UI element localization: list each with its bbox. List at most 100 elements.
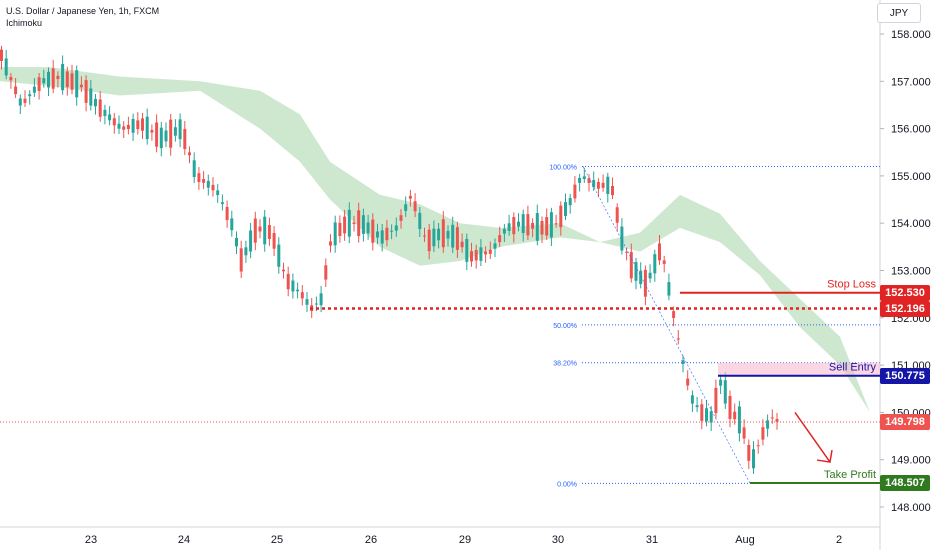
candle-body [131,118,135,133]
candle-body [141,118,144,131]
currency-selector[interactable]: JPY [877,3,921,23]
candle-body [592,180,596,188]
candle-body [338,222,342,237]
x-tick-label: 31 [646,534,658,546]
take-profit-annotation: Take Profit [824,469,876,481]
ichimoku-cloud-segment [120,76,200,96]
ichimoku-cloud-segment [260,90,300,162]
candle-body [582,176,586,179]
candle-body [573,184,577,199]
candle-body [206,180,210,188]
ichimoku-cloud-segment [560,223,600,243]
candle-body [549,212,553,238]
candle-body [615,207,619,223]
candle-body [705,408,708,422]
candle-body [423,235,426,237]
ichimoku-cloud-segment [600,232,640,252]
ichimoku-cloud-segment [640,194,680,252]
candle-body [531,222,535,229]
price-label: 150.775 [880,367,930,384]
candle-body [239,248,243,272]
candle-body [188,152,191,156]
candle-body [164,130,168,142]
indicator-name: Ichimoku [6,18,43,28]
candle-body [714,387,718,414]
candle-body [183,128,187,150]
candle-body [441,219,445,248]
candle-body [376,231,379,238]
candle-body [498,235,502,243]
candle-body [474,249,478,261]
candle-body [14,86,18,95]
candle-body [507,223,511,231]
candle-body [296,289,300,292]
candle-body [770,417,774,419]
candle-body [314,303,318,305]
candle-body [333,222,337,246]
candle-body [108,114,112,121]
candle-body [89,88,93,106]
candle-body [112,118,116,126]
candle-body [756,445,760,447]
candle-body [352,222,356,224]
candle-body [51,68,55,89]
candle-body [178,119,182,140]
candle-body [662,260,666,264]
fib-level-label: 38.20% [553,361,577,368]
candle-body [282,269,285,272]
candle-body [324,265,328,280]
candle-body [225,206,229,221]
candle-body [249,230,253,252]
candle-body [300,292,304,299]
candle-body [634,262,638,281]
candle-body [75,70,79,98]
candle-body [404,204,408,211]
candle-body [658,243,661,261]
candle-body [47,71,50,88]
candle-body [502,228,506,234]
candle-body [343,216,347,234]
x-tick-label: 29 [459,534,471,546]
candle-body [752,449,755,469]
y-tick-label: 157.000 [891,76,931,88]
price-label: 152.196 [880,300,930,317]
ichimoku-cloud-segment [200,81,260,129]
candle-body [742,427,746,439]
x-tick-label: Aug [735,534,755,546]
candle-body [79,84,83,88]
candle-body [545,217,549,236]
price-label: 149.798 [880,413,930,430]
candle-body [385,227,389,241]
candle-body [418,212,422,230]
candle-body [235,237,238,247]
down-arrow-shaft [794,411,831,463]
candle-body [56,75,60,80]
candle-body [465,238,469,262]
candle-body [244,247,248,256]
candle-body [517,221,520,227]
candle-body [601,182,605,188]
sell-zone [718,362,880,376]
candle-body [648,272,652,279]
candle-body [4,58,8,76]
x-tick-label: 30 [552,534,564,546]
candle-body [493,243,497,249]
candle-body [197,173,201,182]
candle-body [258,226,262,232]
candle-body [211,184,215,191]
candle-body [535,213,539,241]
candle-body [267,225,271,239]
y-tick-label: 149.000 [891,455,931,467]
candle-body [629,252,633,279]
candle-body [709,411,713,423]
y-tick-label: 156.000 [891,124,931,136]
fib-level-label: 100.00% [549,164,577,171]
candle-body [643,269,647,297]
candle-body [686,378,690,386]
ichimoku-cloud-segment [380,194,420,266]
candle-body [700,404,704,421]
candle-body [432,228,436,247]
candle-body [437,228,441,241]
